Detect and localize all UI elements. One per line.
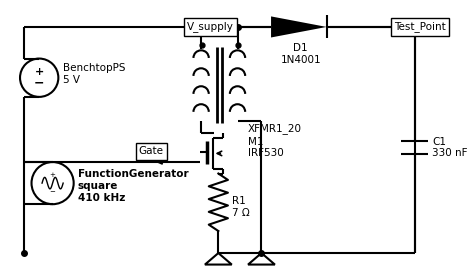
Text: M1
IRF530: M1 IRF530 bbox=[248, 137, 284, 158]
Text: D1
1N4001: D1 1N4001 bbox=[281, 43, 321, 65]
Text: C1
330 nF: C1 330 nF bbox=[432, 137, 467, 158]
Text: FunctionGenerator
square
410 kHz: FunctionGenerator square 410 kHz bbox=[78, 169, 188, 203]
Text: Gate: Gate bbox=[139, 146, 164, 157]
Text: XFMR1_20: XFMR1_20 bbox=[248, 123, 302, 134]
Text: V_supply: V_supply bbox=[187, 22, 234, 32]
Text: −: − bbox=[50, 189, 55, 195]
Text: BenchtopPS
5 V: BenchtopPS 5 V bbox=[63, 63, 126, 85]
Text: R1
7 Ω: R1 7 Ω bbox=[232, 196, 249, 218]
Text: −: − bbox=[34, 77, 45, 90]
Text: +: + bbox=[35, 67, 44, 77]
Polygon shape bbox=[271, 17, 327, 38]
Text: Test_Point: Test_Point bbox=[394, 22, 446, 32]
Text: +: + bbox=[50, 172, 55, 178]
